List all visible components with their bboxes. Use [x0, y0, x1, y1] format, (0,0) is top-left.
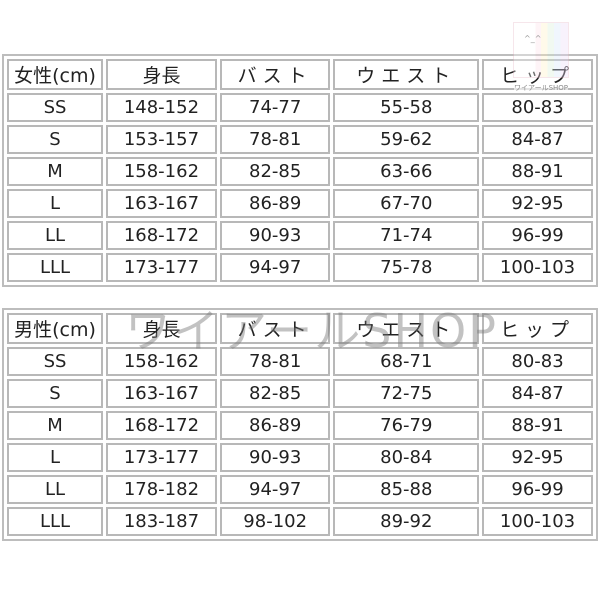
cell-height: 163-167: [106, 189, 217, 218]
cell-bust: 98-102: [219, 507, 331, 536]
cell-hip: 80-83: [482, 93, 593, 122]
cell-waist: 55-58: [333, 93, 480, 122]
cell-bust: 90-93: [219, 443, 331, 472]
table-row: S 153-157 78-81 59-62 84-87: [7, 125, 593, 154]
logo-face: ^_^: [524, 34, 542, 43]
cell-hip: 84-87: [482, 125, 593, 154]
cell-bust: 82-85: [219, 379, 331, 408]
cell-waist: 75-78: [333, 253, 480, 282]
cell-waist: 80-84: [333, 443, 480, 472]
cell-waist: 89-92: [333, 507, 480, 536]
cell-hip: 88-91: [482, 411, 593, 440]
table-row: SS 158-162 78-81 68-71 80-83: [7, 347, 593, 376]
cell-height: 168-172: [106, 411, 217, 440]
header-height: 身長: [106, 59, 217, 90]
header-waist: ウエスト: [333, 313, 480, 344]
cell-waist: 67-70: [333, 189, 480, 218]
cell-size: M: [7, 157, 103, 186]
table-row: SS 148-152 74-77 55-58 80-83: [7, 93, 593, 122]
cell-size: SS: [7, 93, 103, 122]
header-bust: バスト: [219, 59, 331, 90]
cell-waist: 76-79: [333, 411, 480, 440]
cell-size: M: [7, 411, 103, 440]
cell-size: L: [7, 443, 103, 472]
cell-bust: 86-89: [219, 411, 331, 440]
cell-waist: 72-75: [333, 379, 480, 408]
cell-waist: 63-66: [333, 157, 480, 186]
cell-height: 183-187: [106, 507, 217, 536]
table-row: M 168-172 86-89 76-79 88-91: [7, 411, 593, 440]
cell-bust: 90-93: [219, 221, 331, 250]
header-height: 身長: [106, 313, 217, 344]
header-size: 女性(cm): [7, 59, 103, 90]
cell-bust: 74-77: [219, 93, 331, 122]
cell-height: 168-172: [106, 221, 217, 250]
cell-hip: 88-91: [482, 157, 593, 186]
cell-height: 178-182: [106, 475, 217, 504]
cell-bust: 78-81: [219, 347, 331, 376]
cell-size: S: [7, 379, 103, 408]
header-row: 女性(cm) 身長 バスト ウエスト ヒップ: [7, 59, 593, 90]
cell-waist: 85-88: [333, 475, 480, 504]
table-row: L 163-167 86-89 67-70 92-95: [7, 189, 593, 218]
header-hip: ヒップ: [482, 313, 593, 344]
cell-hip: 92-95: [482, 189, 593, 218]
cell-hip: 96-99: [482, 221, 593, 250]
cell-height: 173-177: [106, 253, 217, 282]
header-row: 男性(cm) 身長 バスト ウエスト ヒップ: [7, 313, 593, 344]
cell-bust: 94-97: [219, 253, 331, 282]
header-waist: ウエスト: [333, 59, 480, 90]
table-row: S 163-167 82-85 72-75 84-87: [7, 379, 593, 408]
cell-hip: 96-99: [482, 475, 593, 504]
cell-size: LLL: [7, 507, 103, 536]
table-row: LLL 183-187 98-102 89-92 100-103: [7, 507, 593, 536]
cell-waist: 68-71: [333, 347, 480, 376]
header-bust: バスト: [219, 313, 331, 344]
cell-hip: 100-103: [482, 507, 593, 536]
cell-hip: 92-95: [482, 443, 593, 472]
cell-size: LLL: [7, 253, 103, 282]
cell-size: L: [7, 189, 103, 218]
header-hip: ヒップ: [482, 59, 593, 90]
cell-bust: 94-97: [219, 475, 331, 504]
cell-bust: 86-89: [219, 189, 331, 218]
table-row: LL 178-182 94-97 85-88 96-99: [7, 475, 593, 504]
cell-waist: 71-74: [333, 221, 480, 250]
cell-bust: 82-85: [219, 157, 331, 186]
cell-height: 148-152: [106, 93, 217, 122]
table-row: LL 168-172 90-93 71-74 96-99: [7, 221, 593, 250]
header-size: 男性(cm): [7, 313, 103, 344]
cell-height: 158-162: [106, 347, 217, 376]
cell-hip: 80-83: [482, 347, 593, 376]
table-row: LLL 173-177 94-97 75-78 100-103: [7, 253, 593, 282]
men-size-table: 男性(cm) 身長 バスト ウエスト ヒップ SS 158-162 78-81 68-71 80-…: [2, 308, 598, 541]
table-row: L 173-177 90-93 80-84 92-95: [7, 443, 593, 472]
cell-height: 158-162: [106, 157, 217, 186]
cell-waist: 59-62: [333, 125, 480, 154]
cell-size: LL: [7, 221, 103, 250]
cell-bust: 78-81: [219, 125, 331, 154]
cell-hip: 84-87: [482, 379, 593, 408]
table-row: M 158-162 82-85 63-66 88-91: [7, 157, 593, 186]
women-size-table: 女性(cm) 身長 バスト ウエスト ヒップ SS 148-152 74-77 55-58 80-…: [2, 54, 598, 287]
cell-hip: 100-103: [482, 253, 593, 282]
cell-height: 163-167: [106, 379, 217, 408]
cell-size: LL: [7, 475, 103, 504]
cell-height: 153-157: [106, 125, 217, 154]
cell-size: SS: [7, 347, 103, 376]
cell-size: S: [7, 125, 103, 154]
cell-height: 173-177: [106, 443, 217, 472]
